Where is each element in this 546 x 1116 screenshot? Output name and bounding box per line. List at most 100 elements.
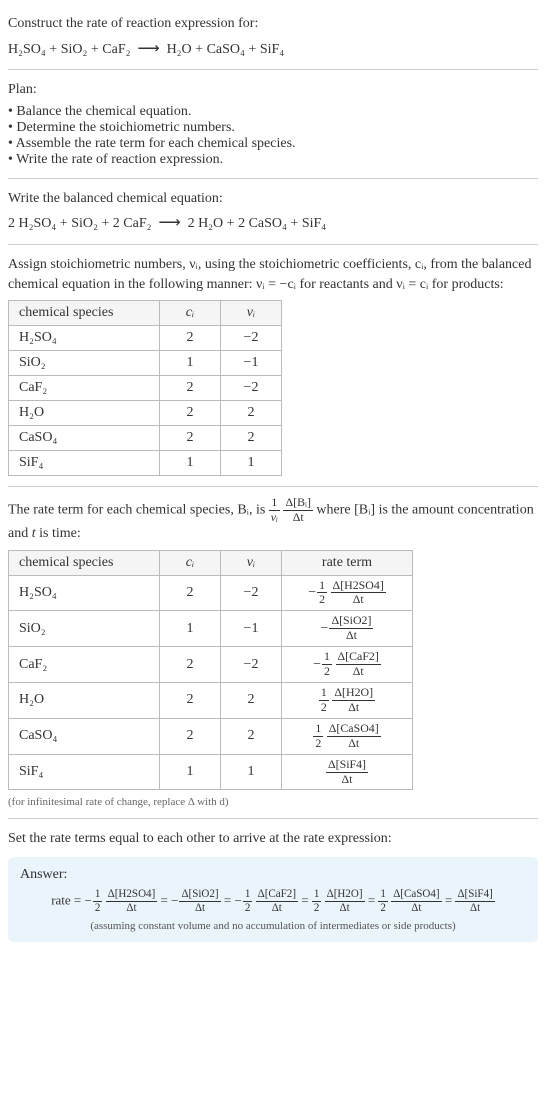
numerator: Δ[H2SO4]: [331, 580, 386, 594]
col-header: chemical species: [9, 301, 160, 326]
cell-ci: 2: [160, 376, 221, 401]
cell-rate-term: −Δ[SiO2]Δt: [282, 611, 413, 647]
denominator: 2: [93, 902, 103, 914]
table-row: CaF₂2−2: [9, 376, 282, 401]
cell-species: H₂SO₄: [9, 326, 160, 351]
text: is time:: [36, 526, 81, 541]
fraction: 12: [93, 889, 103, 914]
table-header-row: chemical species cᵢ νᵢ: [9, 301, 282, 326]
numerator: 1: [378, 889, 388, 902]
fraction: Δ[H2O]Δt: [332, 687, 375, 714]
cell-ci: 2: [160, 426, 221, 451]
coef: 2: [238, 216, 245, 231]
col-header: chemical species: [9, 550, 160, 575]
numerator: 1: [313, 723, 323, 737]
denominator: Δt: [256, 902, 298, 914]
numerator: 1: [319, 687, 329, 701]
denominator: Δt: [329, 629, 373, 642]
cell-vi: 2: [221, 683, 282, 719]
product: H₂O: [167, 42, 192, 57]
fraction: 12: [317, 580, 327, 607]
cell-rate-term: 12 Δ[H2O]Δt: [282, 683, 413, 719]
denominator: Δt: [106, 902, 158, 914]
rate-lead: rate =: [51, 893, 84, 908]
species: CaSO₄: [249, 216, 287, 231]
species: SiF₄: [302, 216, 326, 231]
minus-sign: −: [313, 657, 321, 672]
cell-vi: −2: [221, 647, 282, 683]
plan-section: Plan: Balance the chemical equation. Det…: [8, 80, 538, 168]
col-header: νᵢ: [221, 301, 282, 326]
table-row: H₂O22: [9, 401, 282, 426]
cell-species: SiO₂: [9, 351, 160, 376]
cell-vi: −2: [221, 326, 282, 351]
denominator: 2: [313, 737, 323, 750]
numerator: Δ[CaF2]: [336, 651, 381, 665]
table-row: CaSO₄22: [9, 426, 282, 451]
cell-species: CaF₂: [9, 647, 160, 683]
fraction: 12: [243, 889, 253, 914]
cell-species: H₂O: [9, 401, 160, 426]
cell-vi: −2: [221, 575, 282, 611]
denominator: Δt: [455, 902, 494, 914]
stoich-section: Assign stoichiometric numbers, νᵢ, using…: [8, 255, 538, 476]
answer-note: (assuming constant volume and no accumul…: [20, 920, 526, 932]
cell-species: SiF₄: [9, 754, 160, 790]
product: CaSO₄: [207, 42, 245, 57]
cell-vi: 2: [221, 426, 282, 451]
cell-species: CaSO₄: [9, 426, 160, 451]
species: H₂O: [198, 216, 223, 231]
fraction: Δ[CaSO4]Δt: [391, 889, 441, 914]
reactant: SiO₂: [61, 42, 88, 57]
table-header-row: chemical species cᵢ νᵢ rate term: [9, 550, 413, 575]
plan-title: Plan:: [8, 80, 538, 100]
species: H₂SO₄: [19, 216, 57, 231]
cell-species: H₂O: [9, 683, 160, 719]
numerator: Δ[SiO2]: [179, 889, 220, 902]
table-row: CaSO₄2212 Δ[CaSO4]Δt: [9, 718, 413, 754]
numerator: Δ[Bᵢ]: [283, 497, 312, 511]
numerator: Δ[CaF2]: [256, 889, 298, 902]
table-footnote: (for infinitesimal rate of change, repla…: [8, 796, 538, 808]
numerator: Δ[H2SO4]: [106, 889, 158, 902]
denominator: 2: [319, 701, 329, 714]
plan-item: Assemble the rate term for each chemical…: [8, 136, 538, 152]
fraction: Δ[Bᵢ] Δt: [283, 497, 312, 524]
fraction: 1 νᵢ: [269, 497, 280, 524]
coef: 2: [113, 216, 120, 231]
denominator: 2: [317, 593, 327, 606]
balanced-section: Write the balanced chemical equation: 2 …: [8, 189, 538, 234]
denominator: 2: [322, 665, 332, 678]
cell-rate-term: Δ[SiF4]Δt: [282, 754, 413, 790]
intro-equation: H₂SO₄ + SiO₂ + CaF₂ ⟶ H₂O + CaSO₄ + SiF₄: [8, 38, 538, 60]
col-header: rate term: [282, 550, 413, 575]
cell-ci: 2: [160, 575, 221, 611]
numerator: Δ[CaSO4]: [391, 889, 441, 902]
cell-vi: 1: [221, 451, 282, 476]
numerator: 1: [93, 889, 103, 902]
divider: [8, 244, 538, 245]
cell-species: SiO₂: [9, 611, 160, 647]
table-row: SiO₂1−1: [9, 351, 282, 376]
plan-item: Balance the chemical equation.: [8, 104, 538, 120]
numerator: Δ[H2O]: [332, 687, 375, 701]
fraction: 12: [378, 889, 388, 914]
numerator: 1: [269, 497, 280, 511]
text: The rate term for each chemical species,…: [8, 503, 269, 518]
fraction: 12: [322, 651, 332, 678]
denominator: Δt: [331, 593, 386, 606]
answer-label: Answer:: [20, 867, 526, 883]
divider: [8, 178, 538, 179]
denominator: 2: [243, 902, 253, 914]
cell-ci: 1: [160, 754, 221, 790]
arrow-icon: ⟶: [158, 214, 180, 231]
plan-list: Balance the chemical equation. Determine…: [8, 104, 538, 168]
numerator: 1: [322, 651, 332, 665]
numerator: 1: [243, 889, 253, 902]
product: SiF₄: [260, 42, 284, 57]
reactant: CaF₂: [102, 42, 130, 57]
plan-item: Write the rate of reaction expression.: [8, 152, 538, 168]
fraction: Δ[CaSO4]Δt: [327, 723, 381, 750]
intro-prompt: Construct the rate of reaction expressio…: [8, 14, 538, 34]
answer-equation: rate = −12 Δ[H2SO4]Δt = −Δ[SiO2]Δt = −12…: [20, 889, 526, 914]
